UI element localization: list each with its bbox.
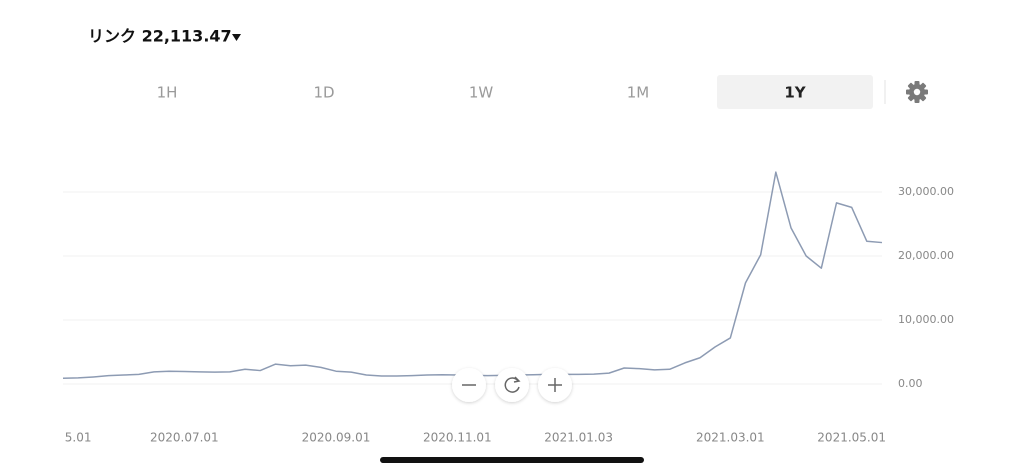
x-tick-label: 2020.11.01	[423, 431, 492, 445]
settings-icon[interactable]	[906, 81, 928, 103]
zoom-out-button[interactable]	[452, 368, 486, 402]
x-tick-label: 2020.09.01	[302, 431, 371, 445]
price-title[interactable]: リンク 22,113.47	[88, 27, 232, 46]
zoom-in-button[interactable]	[538, 368, 572, 402]
reset-button[interactable]	[495, 368, 529, 402]
x-tick-label: 2021.01.03	[544, 431, 613, 445]
tab-selected-bg	[717, 75, 873, 109]
price-line	[62, 171, 883, 379]
tab[interactable]: 1M	[627, 84, 650, 102]
y-tick-label: 30,000.00	[898, 185, 954, 198]
tab[interactable]: 1H	[157, 84, 178, 102]
y-tick-label: 0.00	[898, 377, 923, 390]
x-tick-label: 2020.07.01	[150, 431, 219, 445]
chart: 0.00 10,000.00 20,000.00 30,000.00 5.01 2020.…	[62, 171, 954, 445]
dropdown-arrow[interactable]	[232, 34, 241, 41]
x-tick-label: 5.01	[65, 431, 92, 445]
tab[interactable]: 1Y	[784, 84, 806, 102]
tab[interactable]: 1D	[313, 84, 334, 102]
y-tick-label: 20,000.00	[898, 249, 954, 262]
tab-bar: 1H 1D 1W 1M 1Y	[157, 75, 873, 109]
tab[interactable]: 1W	[469, 84, 494, 102]
x-tick-label: 2021.05.01	[817, 431, 886, 445]
home-indicator	[380, 457, 644, 463]
x-tick-label: 2021.03.01	[696, 431, 765, 445]
y-tick-label: 10,000.00	[898, 313, 954, 326]
